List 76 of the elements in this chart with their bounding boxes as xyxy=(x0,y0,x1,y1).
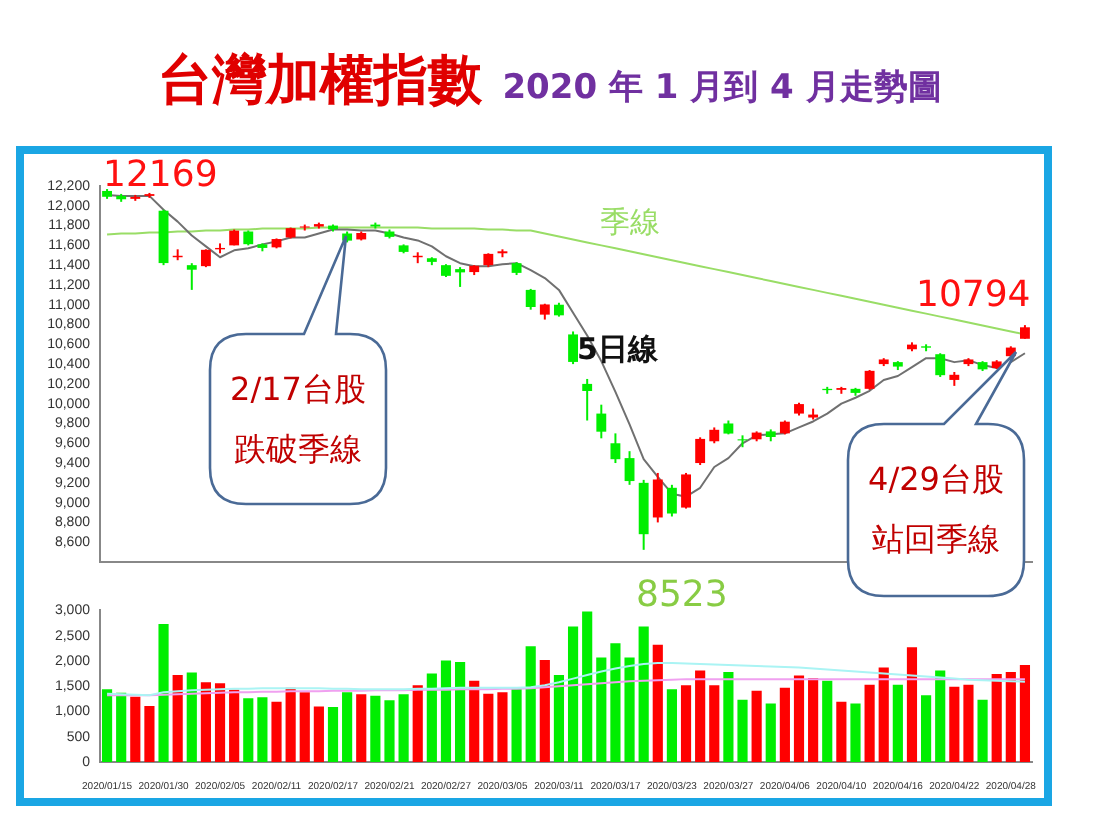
bar xyxy=(144,705,155,762)
bar xyxy=(271,701,282,762)
bar xyxy=(469,680,480,762)
bar xyxy=(313,706,324,762)
bar xyxy=(370,695,381,762)
bar xyxy=(299,692,310,762)
bar xyxy=(384,700,395,762)
bar xyxy=(229,689,240,762)
bar xyxy=(116,692,127,762)
bar xyxy=(243,698,254,762)
bar xyxy=(793,675,805,762)
annotation: 8523 xyxy=(636,574,728,616)
bar xyxy=(822,680,833,762)
bar xyxy=(680,685,692,762)
bar xyxy=(596,657,607,762)
bar xyxy=(130,696,141,762)
bar xyxy=(963,684,974,762)
bar xyxy=(808,678,819,762)
bar xyxy=(751,690,762,762)
bar xyxy=(511,687,522,762)
bar xyxy=(892,684,903,762)
bar xyxy=(539,659,550,762)
bar xyxy=(652,644,663,762)
series-label: 5日線 xyxy=(577,331,660,368)
bar xyxy=(440,660,452,762)
chart-title: 台灣加權指數 xyxy=(158,50,483,112)
bar xyxy=(695,670,706,762)
bar xyxy=(525,646,536,762)
bar xyxy=(723,672,734,762)
bar xyxy=(426,673,437,762)
bar xyxy=(497,692,508,762)
bar xyxy=(214,683,226,762)
candlestick xyxy=(257,242,268,253)
bar xyxy=(878,667,889,762)
annotation: 4/29台股站回季線 xyxy=(866,458,1006,562)
bar xyxy=(200,682,211,762)
bar xyxy=(285,687,296,762)
bar xyxy=(398,694,409,762)
bar xyxy=(836,701,847,762)
bar xyxy=(1005,672,1016,762)
bar xyxy=(906,647,918,762)
bar xyxy=(991,674,1002,762)
bar xyxy=(666,689,677,762)
bar xyxy=(779,687,790,762)
bar xyxy=(935,670,946,762)
bar xyxy=(483,693,494,762)
bar xyxy=(455,661,466,762)
bar xyxy=(186,672,197,762)
series-label: 季線 xyxy=(599,204,660,241)
chart-subtitle: 2020 年 1 月到 4 月走勢圖 xyxy=(502,68,942,108)
bar xyxy=(327,706,339,762)
bar xyxy=(737,699,748,762)
bar xyxy=(158,624,169,762)
bar xyxy=(638,626,649,762)
bar xyxy=(1019,664,1031,762)
bar xyxy=(709,685,720,762)
candlestick xyxy=(313,221,324,230)
bar xyxy=(567,626,579,762)
bar xyxy=(412,685,423,762)
bar xyxy=(949,686,960,762)
bar xyxy=(553,675,565,762)
bar xyxy=(850,703,861,762)
bar xyxy=(172,675,183,762)
bar xyxy=(342,692,353,762)
bar xyxy=(356,694,367,762)
bar xyxy=(864,684,875,762)
candlestick xyxy=(892,360,903,372)
bar xyxy=(977,699,988,762)
bar xyxy=(257,697,268,762)
bar xyxy=(921,695,932,762)
bar xyxy=(765,703,776,762)
bar xyxy=(582,611,593,762)
bar xyxy=(101,689,113,762)
annotation: 10794 xyxy=(916,274,1031,316)
annotation: 2/17台股跌破季線 xyxy=(228,367,368,471)
annotation: 12169 xyxy=(103,154,218,197)
